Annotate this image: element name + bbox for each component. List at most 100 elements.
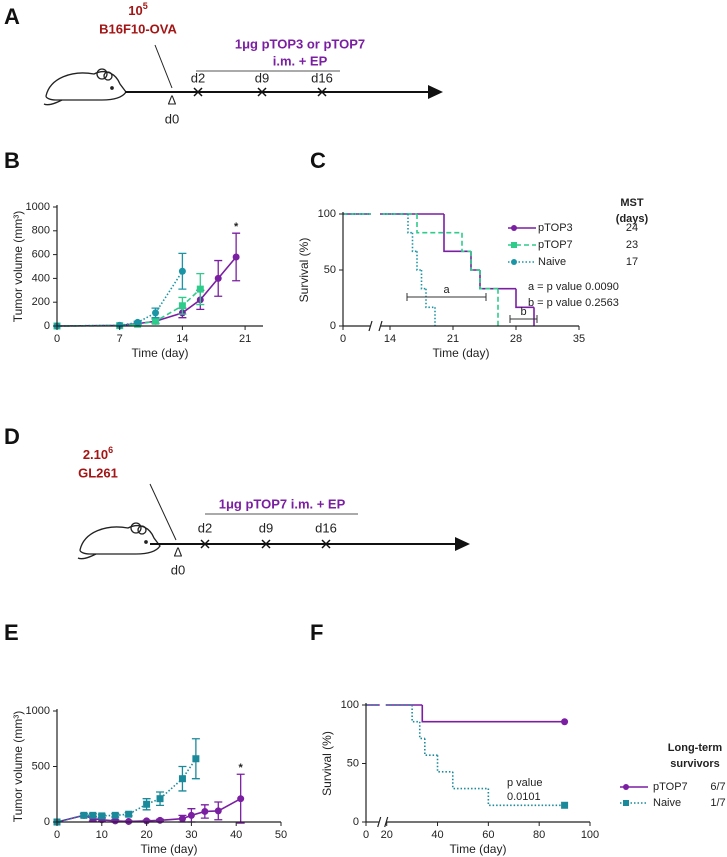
cell-line: GL261 <box>78 465 118 480</box>
survival-step <box>487 788 565 807</box>
x-tick-label: 0 <box>54 829 60 841</box>
treatment: 1μg pTOP7 i.m. + EP <box>219 496 346 511</box>
x-tick-label: 20 <box>140 829 152 841</box>
marker <box>623 784 629 790</box>
legend-title: (days) <box>616 213 649 225</box>
dose-exponent: 5 <box>143 1 148 11</box>
marker <box>561 718 569 726</box>
survival-step <box>411 232 417 253</box>
schematic: 2.106 GL261 Δ d0 1μg pTOP7 i.m. + EP d2 … <box>77 445 470 577</box>
y-tick-label: 0 <box>330 320 336 332</box>
day-label: d9 <box>255 70 269 85</box>
cell-line: B16F10-OVA <box>99 21 177 36</box>
marker <box>561 801 569 809</box>
marker <box>237 795 245 803</box>
series-line <box>56 758 197 823</box>
p-value-note: p value <box>507 777 542 789</box>
survival-step <box>424 738 438 756</box>
dose-marks <box>200 539 331 549</box>
marker <box>156 816 164 824</box>
legend-label: pTOP3 <box>538 222 573 234</box>
y-tick-label: 1000 <box>26 201 50 213</box>
legend-title: survivors <box>670 758 720 770</box>
day-label: d0 <box>171 562 185 577</box>
marker <box>511 242 517 248</box>
panel-label: E <box>4 620 19 645</box>
delta: Δ <box>174 544 183 559</box>
marker <box>187 811 195 819</box>
day-label: d16 <box>311 70 333 85</box>
mouse-icon <box>43 68 127 106</box>
marker <box>214 807 222 815</box>
survival-step <box>479 270 516 290</box>
legend-summary: 23 <box>626 239 638 251</box>
marker <box>111 817 119 825</box>
marker <box>111 811 119 819</box>
series-line <box>56 256 237 327</box>
y-tick-label: 100 <box>341 699 359 711</box>
x-axis-title: Time (day) <box>433 346 490 360</box>
survival-step <box>421 705 565 723</box>
x-tick-label: 100 <box>581 829 599 841</box>
y-tick-label: 50 <box>347 757 359 769</box>
y-tick-label: 800 <box>32 225 50 237</box>
survival-step <box>416 251 422 271</box>
legend-summary: 24 <box>626 222 638 234</box>
x-axis-title: Time (day) <box>141 842 198 856</box>
mouse-icon <box>77 522 161 560</box>
marker <box>80 811 88 819</box>
comparison-label: b <box>520 306 526 318</box>
x-tick-label: 0 <box>54 333 60 345</box>
y-tick-label: 1000 <box>26 705 50 717</box>
y-tick-label: 500 <box>32 760 50 772</box>
marker <box>156 795 164 803</box>
survival-step <box>470 251 480 271</box>
marker <box>89 811 97 819</box>
comparison-bracket <box>406 293 487 301</box>
marker <box>214 274 222 282</box>
x-tick-label: 0 <box>363 829 369 841</box>
y-axis-title: Survival (%) <box>320 731 334 796</box>
survival-step <box>461 232 471 253</box>
x-tick-label: 40 <box>230 829 242 841</box>
y-tick-label: 200 <box>32 296 50 308</box>
survival-step <box>451 771 489 790</box>
marker <box>623 800 629 806</box>
marker <box>232 253 240 261</box>
y-tick-label: 100 <box>318 208 336 220</box>
legend-summary: 1/7 <box>710 797 725 809</box>
y-tick-label: 0 <box>44 320 50 332</box>
x-tick-label: 14 <box>176 333 188 345</box>
y-tick-label: 0 <box>44 816 50 828</box>
x-tick-label: 30 <box>185 829 197 841</box>
y-axis-title: Survival (%) <box>297 238 311 303</box>
significance: * <box>234 221 239 233</box>
series-line <box>56 270 184 327</box>
marker <box>178 775 186 783</box>
survival-step <box>411 705 420 723</box>
axis-break <box>371 208 380 332</box>
x-axis-title: Time (day) <box>450 842 507 856</box>
y-tick-label: 50 <box>324 264 336 276</box>
p-value-note: 0.0101 <box>507 791 541 803</box>
delta: Δ <box>168 92 177 107</box>
comparison-label: a <box>443 284 450 296</box>
legend-label: Naive <box>538 256 566 268</box>
legend-summary: 17 <box>626 256 638 268</box>
x-tick-label: 20 <box>381 829 393 841</box>
x-axis-title: Time (day) <box>132 346 189 360</box>
marker <box>201 807 209 815</box>
comparison-bracket <box>509 315 538 323</box>
x-tick-label: 7 <box>117 333 123 345</box>
x-tick-label: 14 <box>384 333 396 345</box>
marker <box>143 800 151 808</box>
day-label: d9 <box>259 520 273 535</box>
axis-break <box>379 699 386 828</box>
legend-label: pTOP7 <box>538 239 573 251</box>
marker <box>98 812 106 820</box>
day-label: d2 <box>198 520 212 535</box>
panel-label: D <box>4 424 20 449</box>
marker <box>511 225 517 231</box>
survival-step <box>416 214 462 234</box>
